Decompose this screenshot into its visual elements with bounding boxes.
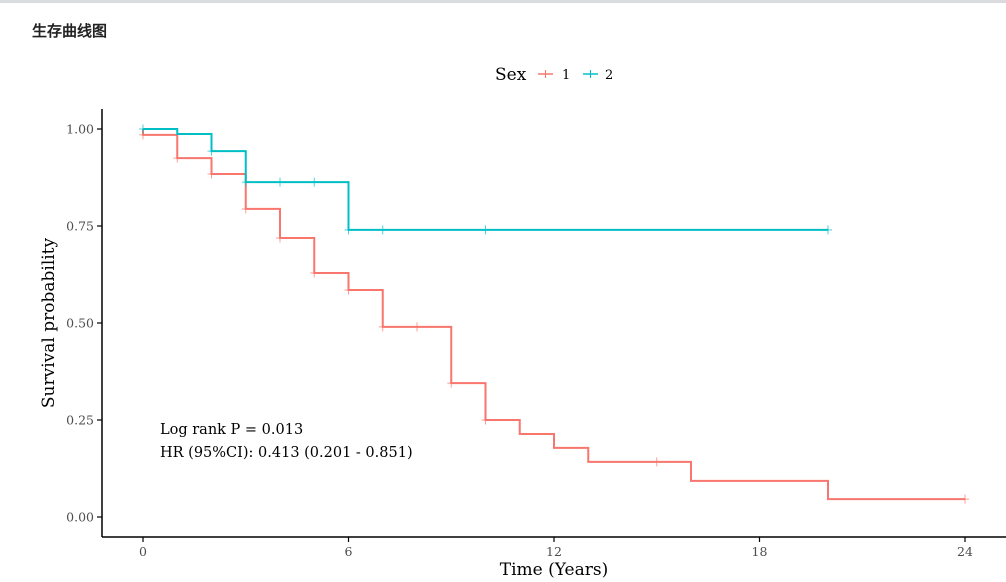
legend-entry-1: 1	[538, 68, 570, 83]
x-tick-label: 18	[752, 544, 768, 559]
x-tick-label: 24	[957, 544, 973, 559]
axes: 0.00 0.25 0.50 0.75 1.00 0 6 12 18 24 Survival p…	[39, 109, 1006, 580]
annotations: Log rank P = 0.013 HR (95%CI): 0.413 (0.…	[160, 422, 413, 461]
survival-curve-2	[143, 128, 828, 231]
survival-curve-1	[142, 129, 965, 501]
legend: Sex 1 2	[495, 65, 613, 85]
series-layer	[139, 124, 969, 504]
legend-label-2: 2	[605, 68, 613, 83]
legend-title: Sex	[495, 65, 527, 85]
y-axis-title: Survival probability	[39, 237, 59, 408]
y-ticks: 0.00 0.25 0.50 0.75 1.00	[66, 122, 102, 525]
legend-label-1: 1	[562, 68, 570, 83]
y-tick-label: 1.00	[66, 122, 94, 137]
panel-title: 生存曲线图	[32, 22, 108, 40]
x-tick-label: 12	[546, 544, 562, 559]
x-axis-title: Time (Years)	[500, 560, 608, 580]
y-tick-label: 0.75	[66, 219, 94, 234]
series-1	[139, 129, 969, 504]
x-tick-label: 6	[345, 544, 353, 559]
x-tick-label: 0	[139, 544, 147, 559]
hr-annotation: HR (95%CI): 0.413 (0.201 - 0.851)	[160, 445, 413, 461]
legend-entry-2: 2	[583, 68, 613, 83]
y-tick-label: 0.50	[66, 316, 94, 331]
top-divider	[0, 0, 1006, 3]
y-tick-label: 0.00	[66, 510, 94, 525]
logrank-annotation: Log rank P = 0.013	[160, 422, 303, 438]
x-ticks: 0 6 12 18 24	[139, 537, 973, 559]
y-tick-label: 0.25	[66, 413, 94, 428]
series-2	[139, 124, 832, 235]
